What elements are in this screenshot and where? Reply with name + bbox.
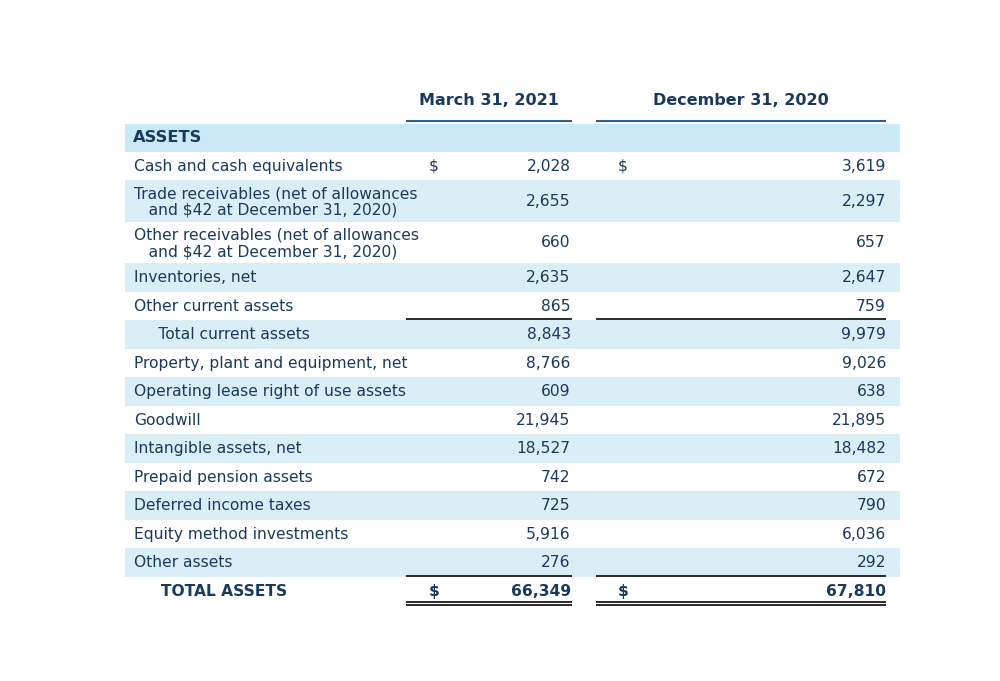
Bar <box>125 124 900 152</box>
Text: $: $ <box>618 584 629 599</box>
Text: 18,527: 18,527 <box>516 441 571 456</box>
Text: December 31, 2020: December 31, 2020 <box>653 93 829 108</box>
Text: 292: 292 <box>857 555 886 570</box>
Text: and $42 at December 31, 2020): and $42 at December 31, 2020) <box>134 244 398 259</box>
Text: 18,482: 18,482 <box>832 441 886 456</box>
Bar <box>125 548 900 577</box>
Text: Prepaid pension assets: Prepaid pension assets <box>134 470 313 485</box>
Text: 2,297: 2,297 <box>842 193 886 208</box>
Text: 725: 725 <box>541 498 571 513</box>
Bar <box>125 222 900 264</box>
Text: Other receivables (net of allowances: Other receivables (net of allowances <box>134 227 419 242</box>
Text: Other current assets: Other current assets <box>134 299 294 314</box>
Text: March 31, 2021: March 31, 2021 <box>419 93 559 108</box>
Bar <box>125 377 900 406</box>
Text: Cash and cash equivalents: Cash and cash equivalents <box>134 159 343 174</box>
Text: 609: 609 <box>541 384 571 399</box>
Bar <box>125 492 900 520</box>
Text: 660: 660 <box>541 235 571 250</box>
Text: Operating lease right of use assets: Operating lease right of use assets <box>134 384 406 399</box>
Bar <box>125 321 900 349</box>
Text: 790: 790 <box>856 498 886 513</box>
Text: 66,349: 66,349 <box>511 584 571 599</box>
Bar <box>125 292 900 321</box>
Text: Intangible assets, net: Intangible assets, net <box>134 441 302 456</box>
Text: 6,036: 6,036 <box>842 526 886 541</box>
Text: Other assets: Other assets <box>134 555 233 570</box>
Text: 657: 657 <box>856 235 886 250</box>
Bar <box>125 264 900 292</box>
Bar <box>125 434 900 463</box>
Text: 21,895: 21,895 <box>832 413 886 428</box>
Text: $: $ <box>618 159 628 174</box>
Text: 276: 276 <box>541 555 571 570</box>
Text: 2,655: 2,655 <box>526 193 571 208</box>
Text: 2,028: 2,028 <box>527 159 571 174</box>
Text: Property, plant and equipment, net: Property, plant and equipment, net <box>134 355 408 370</box>
Text: 2,635: 2,635 <box>526 270 571 285</box>
Text: 3,619: 3,619 <box>842 159 886 174</box>
Bar <box>125 406 900 434</box>
Text: 759: 759 <box>856 299 886 314</box>
Text: 742: 742 <box>541 470 571 485</box>
Text: Trade receivables (net of allowances: Trade receivables (net of allowances <box>134 186 418 201</box>
Text: and $42 at December 31, 2020): and $42 at December 31, 2020) <box>134 203 398 218</box>
Text: 672: 672 <box>857 470 886 485</box>
Text: 865: 865 <box>541 299 571 314</box>
Text: Equity method investments: Equity method investments <box>134 526 349 541</box>
Text: Total current assets: Total current assets <box>134 327 310 342</box>
Text: ASSETS: ASSETS <box>133 131 202 146</box>
Text: $: $ <box>429 159 439 174</box>
Text: 5,916: 5,916 <box>526 526 571 541</box>
Text: TOTAL ASSETS: TOTAL ASSETS <box>134 584 288 599</box>
Bar <box>125 520 900 548</box>
Text: 67,810: 67,810 <box>826 584 886 599</box>
Text: 9,026: 9,026 <box>842 355 886 370</box>
Text: 8,843: 8,843 <box>526 327 571 342</box>
Bar <box>125 349 900 377</box>
Text: Inventories, net: Inventories, net <box>134 270 257 285</box>
Text: 638: 638 <box>857 384 886 399</box>
Text: Deferred income taxes: Deferred income taxes <box>134 498 311 513</box>
Bar <box>125 152 900 180</box>
Bar <box>125 180 900 222</box>
Text: 2,647: 2,647 <box>842 270 886 285</box>
Bar <box>125 577 900 606</box>
Text: 9,979: 9,979 <box>841 327 886 342</box>
Text: 21,945: 21,945 <box>516 413 571 428</box>
Bar <box>125 463 900 492</box>
Text: $: $ <box>429 584 440 599</box>
Text: Goodwill: Goodwill <box>134 413 201 428</box>
Text: 8,766: 8,766 <box>526 355 571 370</box>
